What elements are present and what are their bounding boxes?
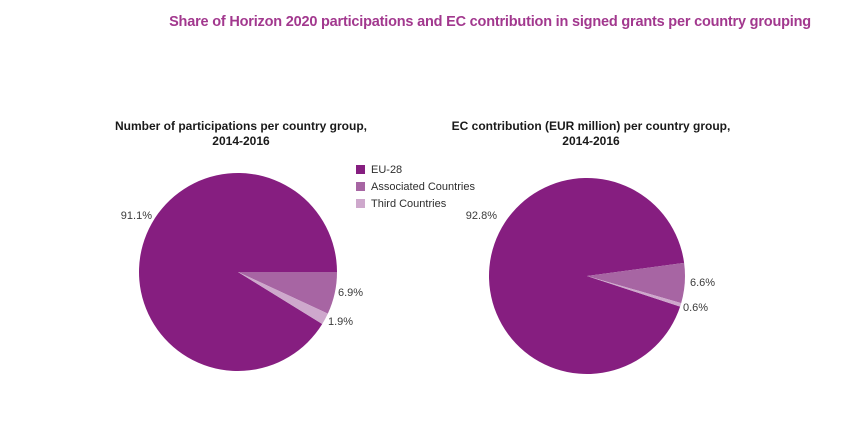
left-chart-title-line2: 2014-2016 [212,134,270,148]
right-chart-title-line2: 2014-2016 [562,134,620,148]
right-pie-label-third-countries: 0.6% [683,302,709,314]
pie-chart-ec-contribution [488,178,685,375]
left-pie-label-eu28: 91.1% [120,210,152,222]
pie-slice-associated-countries [238,271,337,314]
legend-swatch-eu28-icon [356,165,365,174]
pie-slice-associated-countries [587,262,685,304]
legend-item-eu28: EU-28 [356,161,475,178]
legend-label-associated-countries: Associated Countries [371,180,475,193]
left-pie-label-associated-countries: 6.9% [338,287,364,299]
pie-slice-third-countries [238,272,328,325]
pie-chart-participations [139,172,337,371]
legend-item-third-countries: Third Countries [356,195,475,212]
page-title: Share of Horizon 2020 participations and… [169,14,811,30]
pie-slice-eu-28 [139,172,337,371]
pie-slice-third-countries [587,276,682,307]
right-pie-label-associated-countries: 6.6% [690,277,716,289]
left-chart-title: Number of participations per country gro… [81,119,401,149]
left-chart-title-line1: Number of participations per country gro… [114,119,368,133]
right-chart-title: EC contribution (EUR million) per countr… [431,119,751,149]
legend-swatch-associated-countries-icon [356,182,365,191]
legend-label-third-countries: Third Countries [371,197,447,210]
left-pie-label-third-countries: 1.9% [328,316,354,328]
legend-swatch-third-countries-icon [356,199,365,208]
right-chart-title-line1: EC contribution (EUR million) per countr… [451,119,731,133]
right-pie-label-eu28: 92.8% [465,210,497,222]
legend-item-associated-countries: Associated Countries [356,178,475,195]
pie-slice-eu-28 [488,178,685,375]
legend: EU-28 Associated Countries Third Countri… [356,161,475,212]
legend-label-eu28: EU-28 [371,163,403,176]
